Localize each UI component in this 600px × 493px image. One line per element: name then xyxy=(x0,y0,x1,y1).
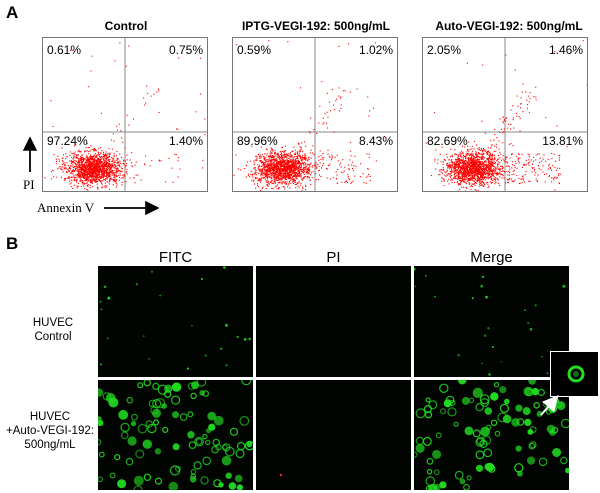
plot-1-title: Control xyxy=(104,19,148,33)
plot-3-title: Auto-VEGI-192: 500ng/mL xyxy=(435,19,583,33)
column-header-pi: PI xyxy=(326,249,341,266)
row-label-line: 500ng/mL xyxy=(24,439,76,451)
row-label-line: HUVEC xyxy=(32,317,74,329)
scatter-dots xyxy=(423,38,587,191)
pointer-arrow xyxy=(540,395,559,416)
row-label-control: HUVEC Control xyxy=(10,316,96,344)
flow-plot-auto-vegi: 2.05% 1.46% 82.69% 13.81% xyxy=(422,37,588,192)
quadrant-upper-left-value: 0.61% xyxy=(47,43,82,57)
y-axis-label: PI xyxy=(23,177,35,192)
zoom-inset xyxy=(550,351,599,397)
scatter-dots xyxy=(43,38,207,191)
row-label-line: HUVEC xyxy=(29,411,71,423)
micrograph-treated-pi xyxy=(256,380,411,490)
quadrant-upper-right-value: 1.46% xyxy=(548,43,583,57)
quadrant-upper-left-value: 2.05% xyxy=(427,43,462,57)
plot-2-title: IPTG-VEGI-192: 500ng/mL xyxy=(241,19,391,33)
flow-plot-control: 0.61% 0.75% 97.24% 1.40% xyxy=(42,37,208,192)
row-label-treated: HUVEC +Auto-VEGI-192: 500ng/mL xyxy=(2,410,98,452)
quadrant-lower-left-value: 82.69% xyxy=(427,134,468,148)
micrograph-control-merge xyxy=(414,266,569,377)
micrograph-control-fitc xyxy=(98,266,253,377)
panel-b-letter: B xyxy=(6,234,19,253)
panel-a-letter: A xyxy=(6,3,19,22)
x-axis-label: Annexin V xyxy=(37,200,95,215)
quadrant-lower-right-value: 13.81% xyxy=(542,134,583,148)
column-header-fitc: FITC xyxy=(158,249,193,266)
column-header-merge: Merge xyxy=(470,249,513,266)
row-label-line: Control xyxy=(34,331,72,343)
quadrant-lower-left-value: 89.96% xyxy=(237,134,278,148)
quadrant-lower-right-value: 1.40% xyxy=(168,134,203,148)
quadrant-upper-right-value: 0.75% xyxy=(168,43,203,57)
quadrant-lower-right-value: 8.43% xyxy=(358,134,393,148)
quadrant-upper-right-value: 1.02% xyxy=(358,43,393,57)
quadrant-lower-left-value: 97.24% xyxy=(47,134,88,148)
micrograph-treated-fitc xyxy=(98,380,253,490)
row-label-line: +Auto-VEGI-192: xyxy=(6,425,94,437)
micrograph-control-pi xyxy=(256,266,411,377)
scatter-dots xyxy=(233,38,397,191)
flow-plot-iptg-vegi: 0.59% 1.02% 89.96% 8.43% xyxy=(232,37,398,192)
quadrant-upper-left-value: 0.59% xyxy=(237,43,272,57)
